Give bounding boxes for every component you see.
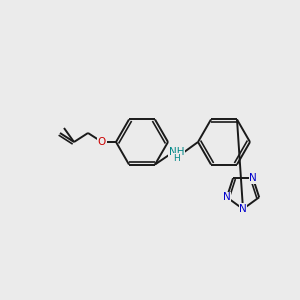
Text: H: H: [173, 154, 180, 163]
Text: N: N: [239, 204, 247, 214]
Text: N: N: [249, 173, 257, 183]
Text: O: O: [98, 137, 106, 147]
Text: NH: NH: [169, 147, 184, 157]
Text: N: N: [223, 192, 231, 202]
